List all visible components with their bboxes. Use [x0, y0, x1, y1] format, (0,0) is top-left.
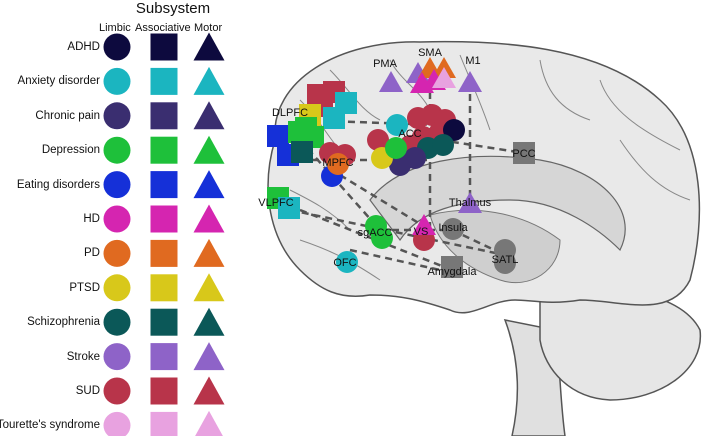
column-associative: Associative	[135, 22, 191, 34]
legend-circle-limbic	[103, 239, 131, 267]
legend-label: Schizophrenia	[27, 316, 100, 329]
legend-label: Chronic pain	[35, 109, 100, 122]
legend-label: PTSD	[69, 281, 100, 294]
connection-line	[439, 138, 525, 155]
legend-triangle-motor	[193, 342, 225, 371]
region-label-satl: SATL	[492, 254, 519, 266]
region-label-thalamus: Thalmus	[449, 197, 492, 209]
legend-triangle-motor	[193, 66, 225, 95]
connection-line	[299, 208, 453, 272]
region-label-vs: VS	[414, 226, 429, 238]
legend-triangle-motor	[193, 238, 225, 267]
connection-line	[289, 208, 506, 257]
brain-marker	[458, 71, 482, 92]
brain-marker	[379, 71, 403, 92]
legend-circle-limbic	[103, 411, 131, 436]
brain-marker	[278, 197, 300, 219]
legend-square-associative	[150, 102, 178, 130]
legend-label: Tourette's syndrome	[0, 419, 100, 432]
region-label-sgacc: sgACC	[358, 227, 393, 239]
legend-square-associative	[150, 239, 178, 267]
brain-marker	[404, 147, 426, 169]
legend-label: SUD	[75, 385, 100, 397]
legend-square-associative	[150, 411, 178, 436]
brain-marker	[323, 107, 345, 129]
legend-square-associative	[150, 67, 178, 95]
legend-circle-limbic	[103, 308, 131, 336]
region-label-insula: Insula	[438, 222, 468, 234]
brain-marker	[458, 192, 482, 213]
region-label-sma: SMA	[418, 47, 443, 59]
region-label-dlpfc: DLPFC	[272, 107, 308, 119]
brain-marker	[336, 251, 358, 273]
legend-square-associative	[150, 205, 178, 233]
region-label-pma: PMA	[373, 58, 398, 70]
brain-marker	[385, 137, 407, 159]
legend-circle-limbic	[103, 171, 131, 199]
legend-square-associative	[150, 308, 178, 336]
column-limbic: Limbic	[99, 22, 131, 34]
legend-label: Anxiety disorder	[17, 75, 100, 88]
brain-marker	[513, 142, 535, 164]
legend-title: Subsystem	[135, 0, 211, 17]
connection-line	[299, 139, 381, 231]
legend-square-associative	[150, 136, 178, 164]
region-label-ofc: OFC	[333, 257, 356, 269]
legend-square-associative	[150, 343, 178, 371]
legend-markers	[103, 32, 225, 436]
legend-label: Stroke	[66, 350, 100, 363]
brain-marker	[371, 227, 393, 249]
legend-circle-limbic	[103, 102, 131, 130]
column-motor: Motor	[194, 22, 223, 34]
legend-circle-limbic	[103, 343, 131, 371]
brain-marker	[432, 134, 454, 156]
legend-label: ADHD	[67, 41, 100, 53]
region-label-m1: M1	[465, 55, 480, 67]
brain-marker	[412, 214, 436, 235]
legend-label: PD	[84, 247, 100, 260]
brain-marker	[494, 252, 516, 274]
connection-line	[349, 248, 441, 272]
legend-circle-limbic	[103, 136, 131, 164]
region-label-acc: ACC	[398, 128, 421, 140]
brain-marker	[367, 129, 389, 151]
region-label-vlpfc: VLPFC	[258, 197, 294, 209]
cerebellum	[539, 289, 702, 401]
legend-triangle-motor	[193, 376, 225, 405]
legend-circle-limbic	[103, 33, 131, 61]
legend-circle-limbic	[103, 274, 131, 302]
legend-circle-limbic	[103, 205, 131, 233]
legend-triangle-motor	[193, 101, 225, 130]
brain-marker	[386, 114, 408, 136]
brain-marker	[295, 117, 317, 139]
brain-marker	[267, 125, 289, 147]
brain-marker	[327, 153, 349, 175]
legend-triangle-motor	[193, 204, 225, 233]
region-label-amygdala: Amygdala	[428, 266, 478, 278]
connection-line	[339, 173, 431, 232]
brain-marker	[441, 256, 463, 278]
legend-square-associative	[150, 274, 178, 302]
legend-triangle-motor	[195, 410, 223, 436]
legend-square-associative	[150, 33, 178, 61]
legend-triangle-motor	[193, 170, 225, 199]
legend-triangle-motor	[193, 135, 225, 164]
region-label-pcc: PCC	[512, 148, 535, 160]
legend-triangle-motor	[193, 273, 225, 302]
legend-triangle-motor	[193, 307, 225, 336]
region-label-mpfc: MPFC	[322, 157, 353, 169]
legend-label: Depression	[41, 144, 100, 157]
legend-label: HD	[83, 213, 100, 225]
legend-triangle-motor	[193, 32, 225, 61]
legend-circle-limbic	[103, 67, 131, 95]
legend-label: Eating disorders	[16, 178, 100, 191]
brain-marker	[442, 218, 464, 240]
legend-circle-limbic	[103, 377, 131, 405]
legend-square-associative	[150, 377, 178, 405]
legend-square-associative	[150, 171, 178, 199]
brain-marker	[432, 67, 456, 88]
brain-marker	[291, 141, 313, 163]
